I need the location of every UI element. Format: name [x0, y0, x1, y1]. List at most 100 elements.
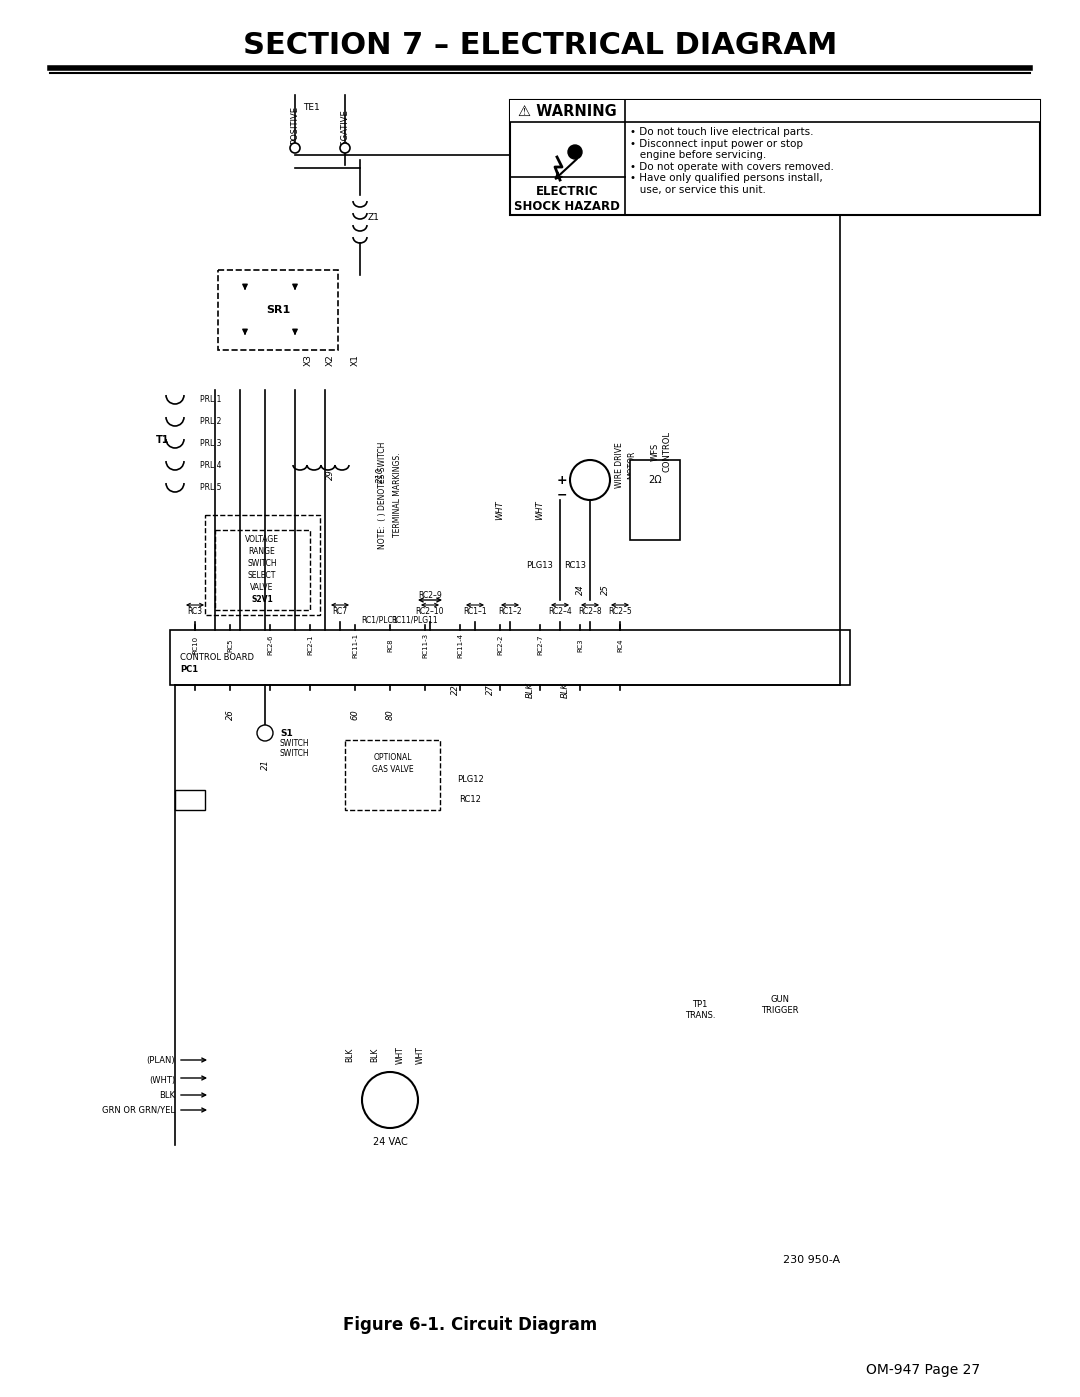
Text: FM: FM [379, 1094, 401, 1106]
Circle shape [570, 460, 610, 500]
Text: • Do not touch live electrical parts.
• Disconnect input power or stop
   engine: • Do not touch live electrical parts. • … [630, 127, 834, 196]
Text: PRL 4: PRL 4 [200, 461, 221, 471]
Text: 2Ω: 2Ω [648, 475, 662, 485]
Text: 25: 25 [600, 584, 609, 595]
Text: RC12: RC12 [459, 795, 481, 805]
Text: 60: 60 [351, 710, 360, 721]
Text: PLG12: PLG12 [457, 775, 484, 785]
Text: GAS VALVE: GAS VALVE [372, 766, 414, 774]
Text: WHT: WHT [395, 1046, 405, 1065]
Text: PC1: PC1 [180, 665, 198, 675]
Text: SELECT: SELECT [247, 571, 276, 581]
Text: 21: 21 [260, 760, 270, 770]
Text: RC2-1: RC2-1 [307, 634, 313, 655]
Text: PRL 5: PRL 5 [200, 483, 221, 493]
Text: WHT: WHT [416, 1046, 424, 1065]
Text: 29: 29 [325, 469, 335, 481]
Circle shape [340, 142, 350, 154]
Text: S1: S1 [280, 728, 293, 738]
Text: SWITCH: SWITCH [280, 739, 310, 747]
Text: TP1
TRANS.: TP1 TRANS. [685, 1000, 715, 1020]
Text: M: M [584, 474, 596, 486]
Text: RC4: RC4 [617, 638, 623, 652]
Text: RC11-4: RC11-4 [457, 633, 463, 658]
Circle shape [257, 725, 273, 740]
Bar [175, 789, 205, 810]
Text: 24 VAC: 24 VAC [373, 1137, 407, 1147]
Text: RC3: RC3 [188, 608, 203, 616]
Text: WHT: WHT [496, 500, 504, 520]
Text: RC2-2: RC2-2 [497, 634, 503, 655]
Bar [170, 630, 850, 685]
Bar [205, 515, 320, 615]
Text: Z1: Z1 [368, 214, 380, 222]
Text: RC2-7: RC2-7 [537, 634, 543, 655]
Bar [218, 270, 338, 351]
Text: PRL 3: PRL 3 [200, 440, 221, 448]
Text: GRN OR GRN/YEL: GRN OR GRN/YEL [102, 1105, 175, 1115]
Text: (PLAN): (PLAN) [147, 1056, 175, 1065]
Text: X1: X1 [351, 353, 360, 366]
Text: WFS: WFS [650, 443, 660, 461]
Text: MOTOR: MOTOR [627, 451, 636, 479]
Text: PLG13: PLG13 [527, 560, 553, 570]
Text: CONTROL: CONTROL [662, 432, 672, 472]
Text: RC11-3: RC11-3 [422, 633, 428, 658]
Text: T1: T1 [157, 434, 170, 446]
Text: RC1–2: RC1–2 [498, 608, 522, 616]
Text: WHT: WHT [536, 500, 544, 520]
Text: RC10: RC10 [192, 636, 198, 654]
Text: CB1: CB1 [180, 795, 199, 805]
Text: X2: X2 [325, 353, 335, 366]
Text: PRL 1: PRL 1 [200, 395, 221, 405]
Circle shape [291, 142, 300, 154]
Text: RC1/PLC1: RC1/PLC1 [362, 616, 399, 624]
Text: BLK: BLK [346, 1048, 354, 1062]
Text: S2V1: S2V1 [252, 595, 273, 605]
Text: CONTROL BOARD: CONTROL BOARD [180, 652, 254, 662]
Text: SWITCH: SWITCH [247, 560, 276, 569]
Text: RC1–1: RC1–1 [463, 608, 487, 616]
Text: (WHT): (WHT) [149, 1076, 175, 1084]
Text: ELECTRIC
SHOCK HAZARD: ELECTRIC SHOCK HAZARD [514, 184, 620, 212]
Text: RC3: RC3 [577, 638, 583, 652]
Text: POSITIVE: POSITIVE [291, 106, 299, 144]
Text: VALVE: VALVE [251, 584, 273, 592]
Text: OPTIONAL: OPTIONAL [374, 753, 411, 763]
Bar [630, 460, 680, 541]
Text: RANGE: RANGE [248, 548, 275, 556]
Text: 230 950-A: 230 950-A [783, 1255, 840, 1266]
Circle shape [362, 1071, 418, 1127]
Text: RC2-6: RC2-6 [267, 634, 273, 655]
Text: +: + [556, 474, 567, 486]
Bar [510, 101, 1040, 122]
Text: GUN
TRIGGER: GUN TRIGGER [761, 995, 799, 1014]
Text: SECTION 7 – ELECTRICAL DIAGRAM: SECTION 7 – ELECTRICAL DIAGRAM [243, 31, 837, 60]
Bar [345, 740, 440, 810]
Text: WIRE DRIVE: WIRE DRIVE [615, 441, 624, 488]
Text: BLK: BLK [526, 682, 535, 698]
Text: RC8: RC8 [387, 638, 393, 652]
Text: RC7: RC7 [333, 608, 348, 616]
Text: X3: X3 [303, 353, 312, 366]
Text: RC11-1: RC11-1 [352, 633, 357, 658]
Text: −: − [557, 489, 567, 502]
Circle shape [568, 145, 582, 159]
Text: VOLTAGE: VOLTAGE [245, 535, 279, 545]
Text: 26: 26 [226, 710, 234, 721]
Text: 22: 22 [450, 685, 459, 696]
Text: 80: 80 [386, 710, 394, 721]
Text: Figure 6-1. Circuit Diagram: Figure 6-1. Circuit Diagram [342, 1316, 597, 1334]
Text: RC2–5: RC2–5 [608, 608, 632, 616]
Bar [215, 529, 310, 610]
Text: TERMINAL MARKINGS.: TERMINAL MARKINGS. [393, 453, 402, 538]
Text: BLK: BLK [561, 682, 569, 698]
Text: SR1: SR1 [266, 305, 291, 314]
Text: 24: 24 [576, 584, 584, 595]
Text: RC11/PLG11: RC11/PLG11 [392, 616, 438, 624]
Text: NOTE:  ( ) DENOTES SWITCH: NOTE: ( ) DENOTES SWITCH [378, 441, 387, 549]
Text: ⚠ WARNING: ⚠ WARNING [517, 103, 617, 119]
Text: TE1: TE1 [302, 103, 320, 113]
Text: BLK: BLK [159, 1091, 175, 1099]
Text: 210: 210 [376, 467, 384, 483]
